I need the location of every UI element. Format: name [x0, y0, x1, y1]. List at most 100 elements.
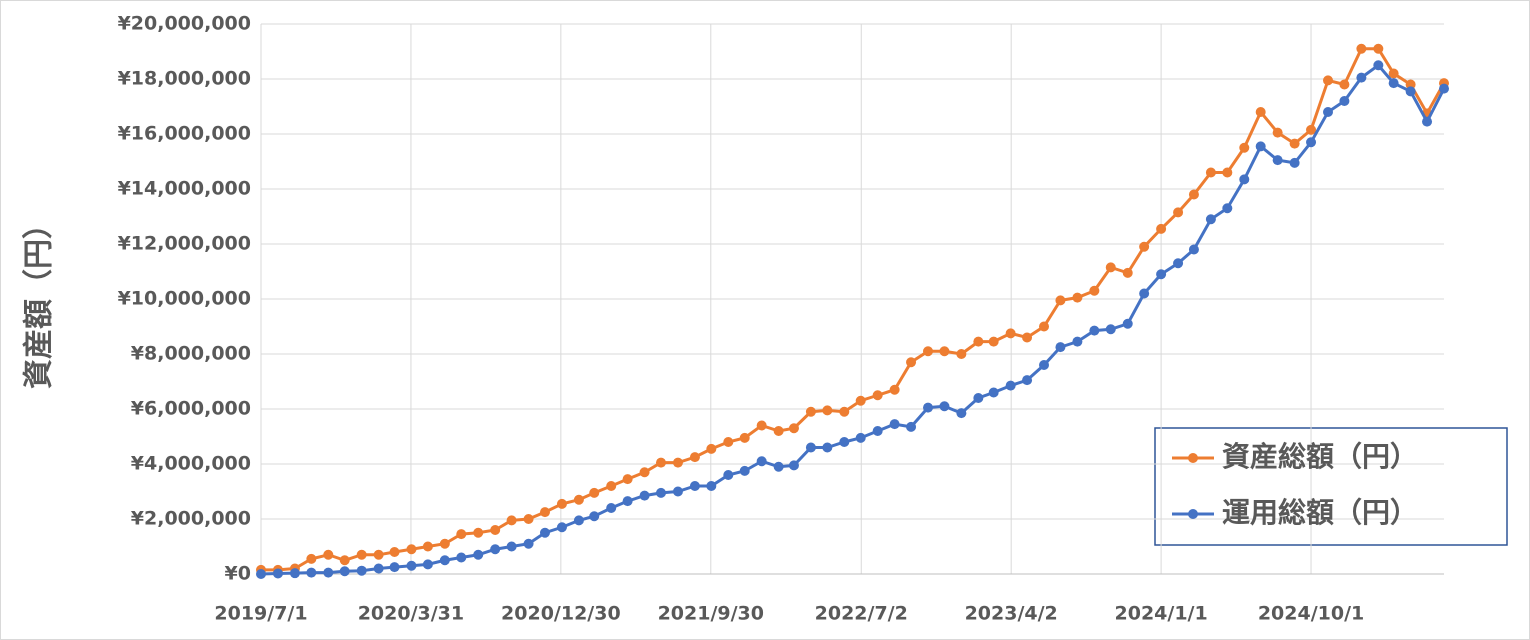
data-point — [1255, 107, 1266, 117]
data-point — [573, 494, 584, 505]
data-point — [706, 481, 717, 491]
data-point — [1272, 127, 1283, 138]
data-point — [822, 405, 833, 416]
data-point — [788, 460, 799, 471]
data-point — [1022, 375, 1033, 386]
data-point — [689, 481, 700, 491]
data-point — [773, 426, 784, 436]
data-point — [373, 549, 384, 560]
data-point — [306, 553, 317, 564]
data-point — [289, 568, 300, 579]
data-point — [1005, 380, 1016, 391]
data-point — [406, 544, 417, 555]
y-tick-label: ¥6,000,000 — [131, 398, 251, 420]
data-point — [573, 515, 584, 526]
data-point — [1422, 116, 1433, 127]
data-point — [672, 486, 683, 497]
data-point — [1272, 155, 1283, 166]
data-point — [1289, 157, 1300, 168]
data-point — [422, 541, 433, 552]
data-point — [1339, 96, 1350, 106]
data-point — [872, 390, 883, 401]
data-point — [988, 387, 999, 398]
data-point — [323, 549, 334, 560]
data-point — [723, 470, 734, 480]
data-point — [788, 423, 799, 434]
data-point — [1373, 60, 1384, 71]
x-tick-label: 2024/10/1 — [1258, 603, 1364, 625]
y-tick-label: ¥2,000,000 — [131, 508, 251, 530]
data-point — [923, 346, 934, 357]
data-point — [973, 336, 984, 347]
data-point — [1339, 79, 1350, 90]
data-point — [1089, 325, 1100, 336]
data-point — [639, 490, 650, 501]
data-point — [589, 487, 600, 498]
data-point — [1188, 189, 1199, 200]
y-tick-label: ¥0 — [225, 563, 251, 585]
y-axis-title: 資産額（円） — [22, 209, 57, 389]
data-point — [506, 541, 517, 552]
data-point — [872, 426, 883, 436]
data-point — [1405, 79, 1416, 90]
data-point — [1222, 167, 1233, 178]
y-tick-label: ¥8,000,000 — [131, 343, 251, 365]
data-point — [855, 432, 866, 443]
data-point — [556, 522, 567, 533]
data-point — [606, 481, 617, 491]
data-point — [988, 336, 999, 347]
data-point — [1122, 267, 1133, 278]
data-point — [706, 443, 717, 454]
data-point — [490, 544, 501, 555]
data-point — [422, 559, 433, 570]
data-point — [1173, 258, 1184, 269]
data-point — [490, 525, 501, 535]
data-point — [622, 496, 633, 507]
data-point — [655, 457, 666, 468]
y-tick-label: ¥14,000,000 — [118, 178, 251, 200]
legend-marker — [1188, 453, 1198, 463]
data-point — [306, 567, 317, 578]
data-point — [805, 442, 816, 453]
data-point — [1222, 203, 1233, 214]
data-point — [1039, 321, 1050, 332]
y-tick-label: ¥10,000,000 — [118, 288, 251, 310]
data-point — [373, 563, 384, 574]
data-point — [889, 384, 900, 395]
data-point — [1005, 328, 1016, 339]
y-tick-label: ¥16,000,000 — [118, 123, 251, 145]
data-point — [1089, 285, 1100, 296]
data-point — [1373, 43, 1384, 54]
data-point — [1388, 68, 1399, 79]
data-point — [406, 560, 417, 571]
data-point — [456, 552, 467, 563]
data-point — [805, 406, 816, 417]
data-point — [456, 529, 467, 540]
data-point — [356, 549, 367, 560]
data-point — [689, 452, 700, 463]
data-point — [339, 555, 350, 566]
x-tick-label: 2020/3/31 — [358, 603, 464, 625]
data-point — [956, 349, 967, 359]
data-point — [1356, 72, 1367, 83]
y-tick-label: ¥4,000,000 — [131, 453, 251, 475]
data-point — [1122, 318, 1133, 329]
x-tick-label: 2020/12/30 — [501, 603, 621, 625]
data-point — [1239, 174, 1250, 185]
legend-label: 運用総額（円） — [1222, 496, 1418, 529]
data-point — [1039, 360, 1050, 370]
data-point — [1322, 75, 1333, 86]
data-point — [1405, 86, 1416, 97]
data-point — [1239, 142, 1250, 153]
x-tick-label: 2022/7/2 — [815, 603, 908, 625]
data-point — [672, 457, 683, 468]
data-point — [739, 432, 750, 443]
data-point — [1139, 288, 1150, 299]
data-point — [1205, 214, 1216, 225]
data-point — [339, 566, 350, 577]
data-point — [1072, 336, 1083, 347]
data-point — [556, 498, 567, 509]
data-point — [606, 503, 617, 513]
y-tick-label: ¥18,000,000 — [118, 68, 251, 90]
data-point — [1306, 124, 1317, 135]
